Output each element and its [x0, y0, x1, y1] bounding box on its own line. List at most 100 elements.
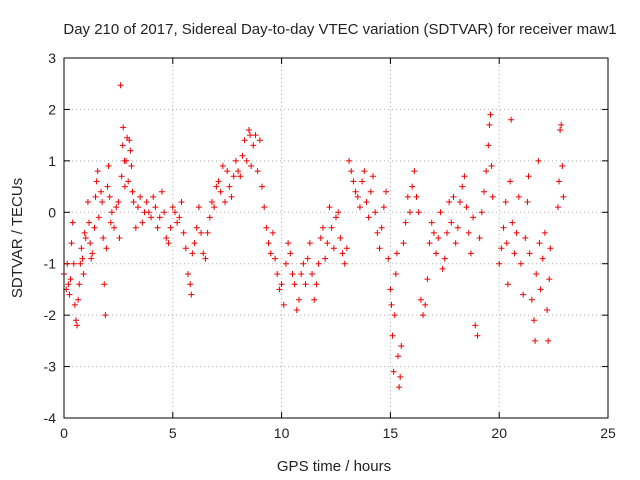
data-point — [78, 245, 85, 252]
data-point — [70, 260, 77, 267]
data-point — [496, 260, 503, 267]
data-point — [528, 296, 535, 303]
data-point — [411, 168, 418, 175]
data-point — [106, 193, 113, 200]
y-tick-label: -4 — [44, 410, 57, 426]
data-point — [515, 193, 522, 200]
data-point — [387, 286, 394, 293]
data-point — [541, 229, 548, 236]
data-point — [241, 137, 248, 144]
data-point — [337, 235, 344, 241]
y-tick-label: 1 — [48, 153, 56, 169]
data-point — [539, 255, 546, 262]
data-point — [204, 229, 211, 236]
data-point — [248, 163, 255, 169]
y-tick-label: 3 — [48, 50, 56, 66]
data-point — [250, 142, 257, 149]
data-point — [115, 199, 122, 205]
data-point — [103, 245, 110, 252]
data-point — [532, 337, 539, 344]
data-point — [187, 281, 194, 288]
data-point — [489, 193, 496, 200]
data-point — [239, 152, 246, 159]
data-point — [261, 204, 268, 211]
data-point — [333, 214, 339, 221]
data-point — [388, 301, 395, 308]
data-point — [79, 255, 86, 262]
data-point — [123, 157, 130, 164]
data-point — [450, 193, 457, 200]
y-tick-label: -3 — [44, 359, 57, 375]
data-point — [274, 271, 281, 277]
data-point — [113, 204, 120, 211]
data-point — [472, 322, 479, 329]
data-point — [513, 229, 520, 236]
data-point — [509, 219, 516, 226]
data-point — [354, 193, 361, 200]
data-point — [474, 332, 481, 339]
data-point — [428, 219, 435, 226]
data-point — [217, 188, 224, 195]
data-point — [558, 121, 565, 128]
data-point — [139, 219, 146, 226]
data-point — [520, 291, 527, 298]
data-point — [81, 229, 88, 236]
data-point — [547, 245, 554, 252]
data-point — [376, 245, 383, 252]
data-point — [498, 245, 505, 252]
data-point — [361, 168, 368, 175]
chart-title: Day 210 of 2017, Sidereal Day-to-day VTE… — [63, 21, 616, 38]
data-point — [390, 368, 397, 375]
data-point — [385, 255, 392, 262]
data-point — [237, 173, 244, 180]
data-point — [169, 204, 176, 211]
data-point — [393, 250, 400, 257]
data-point — [100, 235, 107, 241]
data-point — [117, 82, 124, 89]
data-point — [392, 271, 399, 277]
data-point — [352, 188, 359, 195]
data-point — [350, 178, 357, 185]
data-point — [219, 163, 226, 169]
data-point — [448, 219, 455, 226]
data-point — [559, 163, 566, 169]
data-point — [272, 255, 279, 262]
data-point — [537, 286, 544, 293]
data-point — [507, 178, 514, 185]
data-point — [526, 250, 533, 257]
data-point — [95, 214, 102, 221]
data-point — [228, 193, 235, 200]
data-point — [402, 219, 409, 226]
data-point — [174, 219, 181, 226]
data-point — [280, 301, 287, 308]
data-point — [413, 193, 420, 200]
data-point — [395, 353, 402, 360]
data-point — [508, 116, 515, 123]
data-point — [315, 260, 322, 267]
data-point — [130, 199, 137, 205]
data-point — [158, 188, 165, 195]
data-point — [189, 250, 196, 257]
data-point — [126, 137, 133, 144]
data-point — [99, 199, 106, 205]
x-tick-labels: 0 5 10 15 20 25 — [60, 425, 616, 441]
data-point — [511, 250, 518, 257]
data-point — [378, 224, 385, 231]
data-point — [86, 219, 93, 226]
data-point — [457, 199, 464, 205]
data-point — [185, 271, 192, 277]
data-point — [152, 204, 159, 211]
data-point — [517, 260, 524, 267]
data-point — [433, 250, 440, 257]
data-point — [463, 204, 470, 211]
data-point — [72, 317, 79, 324]
data-point — [97, 188, 104, 195]
y-tick-labels: -4 -3 -2 -1 0 1 2 3 — [44, 50, 57, 426]
data-point — [195, 204, 202, 211]
data-point — [145, 209, 152, 216]
data-point — [317, 235, 324, 241]
data-point — [80, 271, 87, 277]
data-point — [454, 224, 461, 231]
x-tick-label: 20 — [491, 425, 507, 441]
data-point — [435, 235, 442, 241]
